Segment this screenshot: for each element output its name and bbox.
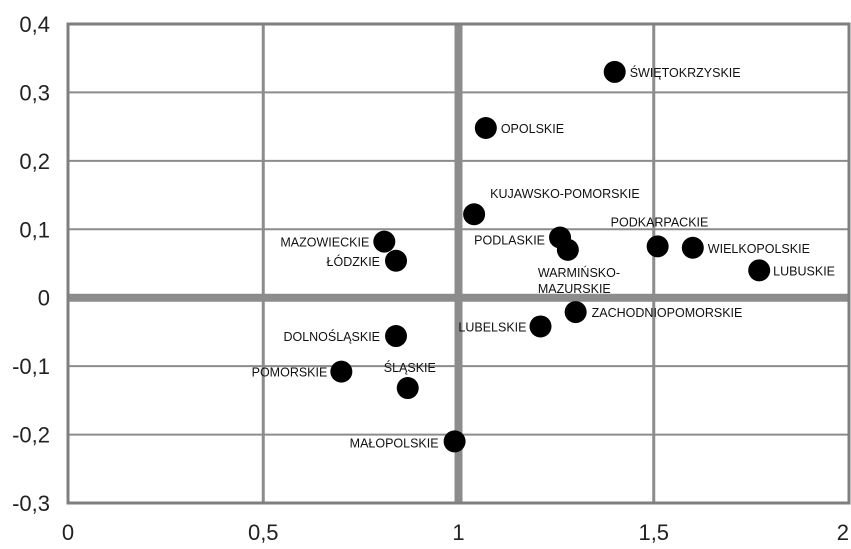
- data-point: ŚLĄSKIE: [384, 360, 436, 400]
- x-tick-label: 2: [837, 520, 849, 545]
- point-marker: [463, 203, 486, 226]
- data-point: PODKARPACKIE: [611, 215, 709, 258]
- point-marker: [646, 235, 669, 258]
- y-tick-label: -0,2: [12, 423, 50, 448]
- point-label: WARMIŃSKO- MAZURSKIE: [538, 265, 620, 296]
- point-label: DOLNOŚLĄSKIE: [283, 329, 380, 344]
- x-tick-label: 0: [62, 520, 74, 545]
- point-marker: [396, 377, 419, 400]
- plot-border: [66, 22, 851, 505]
- data-point: ŁÓDZKIE: [327, 249, 408, 272]
- data-point: WIELKOPOLSKIE: [681, 236, 810, 259]
- data-point: MAŁOPOLSKIE: [350, 430, 466, 453]
- y-tick-label: -0,3: [12, 491, 50, 516]
- data-point: LUBELSKIE: [458, 315, 552, 338]
- point-label: ŚWIĘTOKRZYSKIE: [630, 65, 741, 80]
- point-marker: [529, 315, 552, 338]
- data-point: ZACHODNIOPOMORSKIE: [564, 301, 743, 324]
- point-label: OPOLSKIE: [501, 122, 564, 136]
- point-label: ŁÓDZKIE: [327, 254, 381, 269]
- x-tick-label: 1,5: [638, 520, 669, 545]
- point-label: MAZOWIECKIE: [280, 236, 369, 250]
- data-point: POMORSKIE: [252, 360, 353, 383]
- quadrant-lines: [68, 24, 849, 503]
- data-point: KUJAWSKO-POMORSKIE: [463, 187, 640, 226]
- point-marker: [603, 60, 626, 83]
- point-label: LUBELSKIE: [458, 320, 526, 334]
- y-tick-label: 0: [38, 286, 50, 311]
- point-marker: [330, 360, 353, 383]
- y-tick-label: 0,1: [19, 217, 50, 242]
- point-marker: [681, 236, 704, 259]
- point-marker: [385, 249, 408, 272]
- point-label: MAŁOPOLSKIE: [350, 436, 439, 450]
- data-points: ŚWIĘTOKRZYSKIE OPOLSKIE KUJAWSKO-POMORSKIE…: [252, 60, 835, 453]
- data-point: OPOLSKIE: [474, 117, 564, 140]
- point-label: LUBUSKIE: [773, 264, 835, 278]
- point-marker: [556, 238, 579, 261]
- point-label: POMORSKIE: [252, 366, 328, 380]
- point-label: ZACHODNIOPOMORSKIE: [592, 306, 743, 320]
- point-label: KUJAWSKO-POMORSKIE: [490, 187, 640, 201]
- x-tick-label: 0,5: [248, 520, 279, 545]
- data-point: WARMIŃSKO- MAZURSKIE: [538, 238, 620, 296]
- y-tick-label: 0,2: [19, 149, 50, 174]
- plot-frame: [66, 22, 851, 505]
- x-tick-label: 1: [452, 520, 464, 545]
- point-marker: [373, 230, 396, 253]
- point-label-line: WARMIŃSKO-: [538, 265, 620, 280]
- point-marker: [474, 117, 497, 140]
- y-tick-label: -0,1: [12, 354, 50, 379]
- y-tick-label: 0,4: [19, 12, 50, 37]
- data-point: DOLNOŚLĄSKIE: [283, 325, 408, 348]
- point-marker: [385, 325, 408, 348]
- data-point: LUBUSKIE: [748, 259, 835, 282]
- data-point: ŚWIĘTOKRZYSKIE: [603, 60, 741, 83]
- point-marker: [443, 430, 466, 453]
- axis-ticks: -0,3 -0,2 -0,1 0 0,1 0,2 0,3 0,4 0 0,5 1 1,5 2: [12, 12, 849, 545]
- point-label-line: MAZURSKIE: [538, 282, 611, 296]
- data-point: MAZOWIECKIE: [280, 230, 396, 253]
- y-tick-label: 0,3: [19, 80, 50, 105]
- point-label: ŚLĄSKIE: [384, 360, 436, 375]
- point-label: PODKARPACKIE: [611, 215, 709, 229]
- point-label: WIELKOPOLSKIE: [708, 242, 810, 256]
- point-marker: [748, 259, 771, 282]
- point-marker: [564, 301, 587, 324]
- point-label: PODLASKIE: [474, 233, 545, 247]
